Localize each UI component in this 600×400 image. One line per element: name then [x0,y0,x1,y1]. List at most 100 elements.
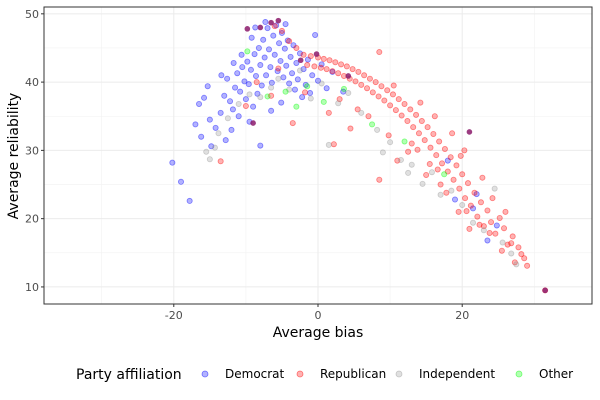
point-republican [354,106,361,113]
point-republican [508,240,515,247]
point-republican [311,63,318,70]
point-republican [509,233,516,240]
point-republican [384,87,391,94]
point-republican [376,176,383,183]
point-democrat [217,109,224,116]
point-democrat [212,124,219,131]
point-democrat [228,126,235,133]
point-independent [335,100,342,107]
point-democrat [271,51,278,58]
point-republican [329,68,336,75]
point-republican [453,162,460,169]
point-republican [515,244,522,251]
point-other [304,83,311,90]
point-republican [366,75,373,82]
point-democrat [281,45,288,52]
point-other [264,93,271,100]
point-democrat [204,83,211,90]
point-independent [296,67,303,74]
y-tick-label: 10 [25,281,39,294]
legend-label-republican: Republican [320,367,386,381]
point-republican [304,62,311,69]
point-independent [459,201,466,208]
point-republican [484,207,491,214]
point-republican [464,180,471,187]
point-democrat [257,142,264,149]
point-republican [369,89,376,96]
point-democrat [318,61,325,68]
point-independent [513,261,520,268]
point-republican [433,152,440,159]
point-independent [470,219,477,226]
point-democrat [282,21,289,28]
point-democrat [270,32,277,39]
point-democrat [234,70,241,77]
point-republican [501,225,508,232]
point-republican [343,63,350,70]
point-republican [271,23,278,30]
point-independent [448,187,455,194]
point-democrat [263,72,270,79]
point-democrat [261,54,268,61]
point-republican [405,148,412,155]
point-independent [268,84,275,91]
point-independent [408,161,415,168]
point-republican [431,113,438,120]
point-democrat [280,74,287,81]
point-democrat [264,25,271,32]
point-other [282,88,289,95]
point-independent [405,169,412,176]
legend-key-republican [296,370,304,378]
point-independent [203,148,210,155]
y-tick-label: 50 [25,8,39,21]
point-republican [395,96,402,103]
point-overlap [345,73,352,79]
point-republican [434,166,441,173]
x-tick-label: -20 [165,309,183,322]
point-independent [428,169,435,176]
point-independent [379,149,386,156]
point-republican [326,57,333,64]
point-independent [491,185,498,192]
point-republican [496,214,503,221]
point-independent [224,115,231,122]
point-independent [286,86,293,93]
point-republican [300,51,307,58]
point-republican [417,99,424,106]
point-republican [492,230,499,237]
point-republican [361,72,368,79]
point-republican [518,251,525,258]
point-republican [335,70,342,77]
point-republican [378,83,385,90]
point-democrat [237,88,244,95]
point-other [293,103,300,110]
point-republican [462,195,469,202]
point-republican [443,189,450,196]
point-democrat [238,51,245,58]
point-democrat [273,22,280,29]
point-republican [437,181,444,188]
point-republican [474,213,481,220]
point-independent [215,130,222,137]
point-republican [381,97,388,104]
point-overlap [244,26,251,32]
point-democrat [177,178,184,185]
point-republican [347,125,354,132]
point-republican [521,255,528,262]
point-republican [389,91,396,98]
point-republican [441,146,448,153]
point-democrat [484,237,491,244]
point-republican [467,202,474,209]
point-republican [336,96,343,103]
point-democrat [254,90,261,97]
y-axis-ticks: 10 20 30 40 50 [25,8,44,294]
point-independent [437,191,444,198]
point-republican [375,93,382,100]
point-independent [345,90,352,97]
point-democrat [267,64,274,71]
point-democrat [252,24,259,31]
point-republican [307,53,314,60]
point-independent [235,100,242,107]
point-republican [390,82,397,89]
point-republican [427,144,434,151]
